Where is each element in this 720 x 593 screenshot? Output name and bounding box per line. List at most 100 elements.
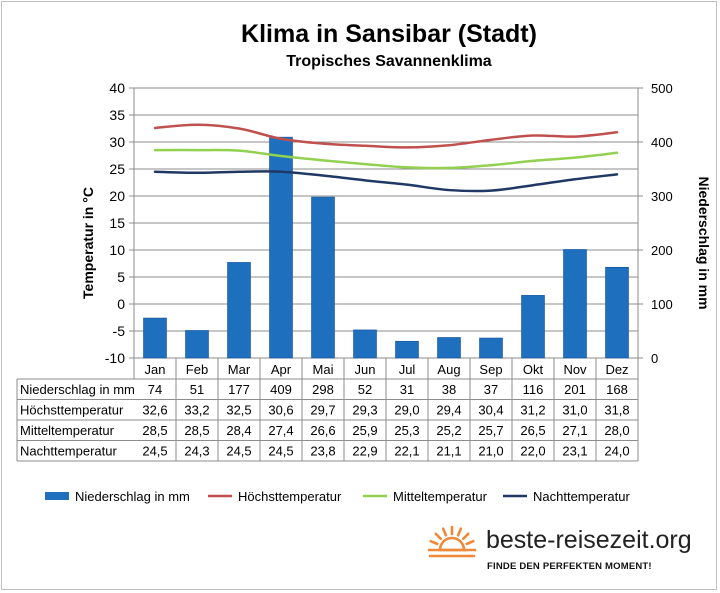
table-cell: 27,1 xyxy=(562,423,587,438)
left-axis-tick-label: 5 xyxy=(117,269,125,285)
sun-ray xyxy=(456,527,463,537)
right-axis-tick-label: 200 xyxy=(651,243,673,258)
table-cell: 26,5 xyxy=(520,423,545,438)
sun-icon xyxy=(427,525,477,558)
table-cell: 23,8 xyxy=(310,444,335,459)
right-axis-title: Niederschlag in mm xyxy=(696,176,712,309)
left-axis-tick-label: 0 xyxy=(117,296,125,312)
table-cell: 22,9 xyxy=(352,444,377,459)
right-axis-tick-label: 300 xyxy=(651,189,673,204)
precipitation-bar xyxy=(395,340,419,359)
month-label: Jun xyxy=(355,362,376,377)
table-cell: 24,0 xyxy=(604,444,629,459)
table-cell: 32,6 xyxy=(142,403,167,418)
data-table: Jan Feb Mar Apr Mai Jun Jul Aug Sep Okt Nov Dez Nied… xyxy=(16,358,639,462)
left-axis-tick-label: -10 xyxy=(105,350,125,366)
table-cell: 28,5 xyxy=(142,423,167,438)
brand-name: beste-reisezeit.org xyxy=(486,526,692,554)
table-cell: 25,3 xyxy=(394,423,419,438)
table-cell: 51 xyxy=(190,382,204,397)
brand-tagline: FINDE DEN PERFEKTEN MOMENT! xyxy=(487,561,652,572)
table-cell: 74 xyxy=(148,382,162,397)
right-axis-tick-label: 400 xyxy=(651,135,673,150)
month-label: Feb xyxy=(186,362,208,377)
table-cell: 28,5 xyxy=(184,423,209,438)
legend-label: Nachttemperatur xyxy=(533,489,630,504)
month-label: Nov xyxy=(563,362,587,377)
month-label: Sep xyxy=(479,362,502,377)
month-label: Aug xyxy=(437,362,460,377)
month-label: Jan xyxy=(145,362,166,377)
table-cell: 31,2 xyxy=(520,403,545,418)
month-label: Jul xyxy=(399,362,416,377)
precipitation-bar xyxy=(437,337,461,359)
sun-ray xyxy=(434,532,442,540)
table-cell: 409 xyxy=(270,382,292,397)
chart-subtitle: Tropisches Savannenklima xyxy=(286,53,492,70)
table-cell: 52 xyxy=(358,382,372,397)
month-label: Mai xyxy=(313,362,334,377)
table-cell: 25,7 xyxy=(478,423,503,438)
left-axis-title: Temperatur in °C xyxy=(80,187,96,299)
precipitation-bar xyxy=(185,330,209,359)
precipitation-bar xyxy=(479,337,503,359)
month-label: Apr xyxy=(271,362,292,377)
month-label: Okt xyxy=(523,362,544,377)
table-cell: 23,1 xyxy=(562,444,587,459)
table-cell: 24,3 xyxy=(184,444,209,459)
sun-ray xyxy=(462,532,470,540)
precipitation-bar xyxy=(563,249,587,359)
precipitation-bar xyxy=(353,329,377,359)
table-cell: 33,2 xyxy=(184,403,209,418)
table-cell: 30,4 xyxy=(478,403,503,418)
table-cell: 32,5 xyxy=(226,403,251,418)
table-cell: 21,1 xyxy=(436,444,461,459)
table-cell: 29,0 xyxy=(394,403,419,418)
sun-ray xyxy=(441,527,448,537)
table-row-label: Nachttemperatur xyxy=(20,444,117,459)
table-cell: 168 xyxy=(606,382,628,397)
left-axis-tick-label: 30 xyxy=(109,134,125,150)
precipitation-bar xyxy=(521,295,545,359)
table-cell: 30,6 xyxy=(268,403,293,418)
legend: Niederschlag in mm Höchsttemperatur Mittel… xyxy=(45,489,630,504)
table-cell: 37 xyxy=(484,382,498,397)
left-axis-tick-label: 25 xyxy=(109,161,125,177)
right-axis-tick-label: 500 xyxy=(651,81,673,96)
table-cell: 25,2 xyxy=(436,423,461,438)
precipitation-bar xyxy=(227,262,251,359)
sun-ray xyxy=(465,539,475,546)
table-cell: 38 xyxy=(442,382,456,397)
right-axis-tick-label: 0 xyxy=(651,351,658,366)
sun-body xyxy=(438,536,466,552)
table-cell: 298 xyxy=(312,382,334,397)
chart-title: Klima in Sansibar (Stadt) xyxy=(241,20,537,48)
table-cell: 29,4 xyxy=(436,403,461,418)
legend-label: Mitteltemperatur xyxy=(393,489,488,504)
precipitation-bar xyxy=(311,196,335,359)
left-axis-tick-label: 20 xyxy=(109,188,125,204)
table-row-label: Mitteltemperatur xyxy=(20,423,115,438)
max-temperature-line xyxy=(153,123,619,149)
night-temperature-line xyxy=(153,170,619,193)
table-cell: 24,5 xyxy=(226,444,251,459)
table-cell: 31 xyxy=(400,382,414,397)
left-axis-tick-label: 40 xyxy=(109,80,125,96)
left-axis-tick-label: 35 xyxy=(109,107,125,123)
sun-ray xyxy=(429,539,439,546)
table-cell: 24,5 xyxy=(268,444,293,459)
table-cell: 116 xyxy=(523,382,544,397)
table-cell: 22,0 xyxy=(520,444,545,459)
legend-label: Höchsttemperatur xyxy=(238,489,342,504)
table-cell: 29,3 xyxy=(352,403,377,418)
table-cell: 22,1 xyxy=(394,444,419,459)
legend-label: Niederschlag in mm xyxy=(75,489,190,504)
table-cell: 27,4 xyxy=(268,423,293,438)
table-cell: 28,0 xyxy=(604,423,629,438)
table-row-label: Niederschlag in mm xyxy=(20,382,135,397)
precipitation-bar xyxy=(605,266,629,359)
table-cell: 26,6 xyxy=(310,423,335,438)
legend-bar-swatch xyxy=(45,492,69,500)
